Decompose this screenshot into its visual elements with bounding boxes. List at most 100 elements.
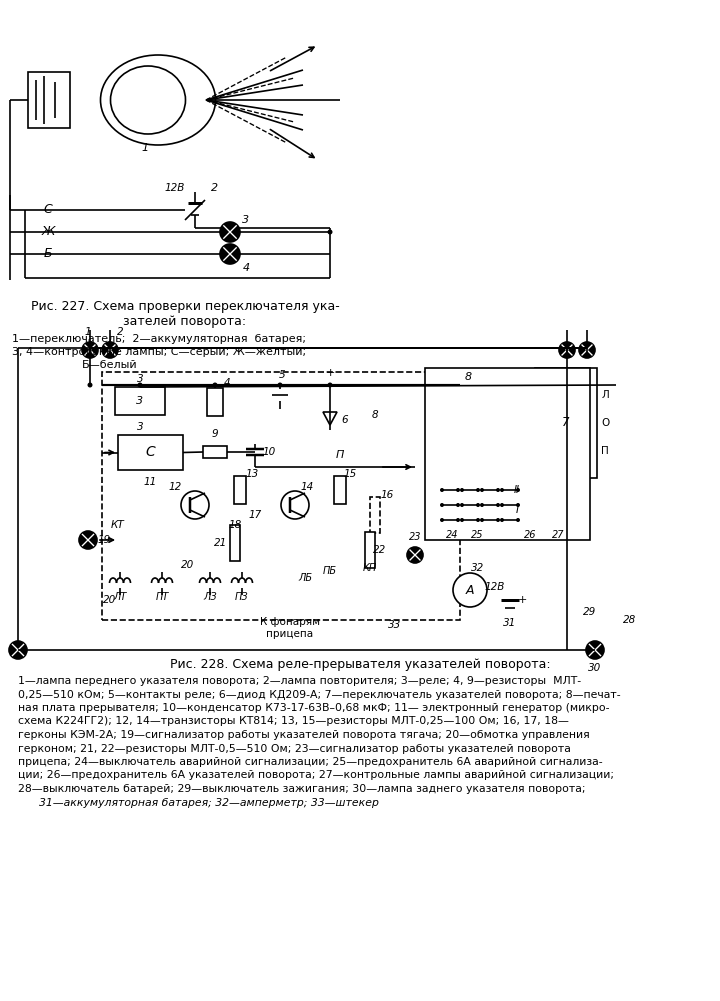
Text: 1—лампа переднего указателя поворота; 2—лампа повторителя; 3—реле; 4, 9—резистор: 1—лампа переднего указателя поворота; 2—…	[18, 676, 581, 686]
Ellipse shape	[110, 66, 186, 134]
Text: 4: 4	[243, 263, 250, 273]
Bar	[425, 368, 590, 540]
Circle shape	[456, 503, 460, 507]
Circle shape	[456, 518, 460, 522]
Circle shape	[496, 503, 500, 507]
Text: 31: 31	[503, 618, 517, 628]
Circle shape	[460, 518, 464, 522]
Bar	[370, 497, 380, 533]
Text: 28: 28	[624, 615, 636, 625]
Text: ЛЗ: ЛЗ	[203, 592, 217, 602]
Text: КП: КП	[363, 563, 377, 573]
Text: 4: 4	[224, 378, 230, 388]
Text: Ж: Ж	[41, 225, 55, 238]
Text: 15: 15	[343, 469, 356, 479]
Circle shape	[496, 488, 500, 492]
Ellipse shape	[101, 55, 215, 145]
Circle shape	[516, 503, 520, 507]
Bar	[118, 435, 183, 470]
Circle shape	[181, 491, 209, 519]
Text: 9: 9	[212, 429, 218, 439]
Text: 19: 19	[97, 535, 111, 545]
Circle shape	[79, 531, 97, 549]
Text: 31—аккумуляторная батарея; 32—амперметр; 33—штекер: 31—аккумуляторная батарея; 32—амперметр;…	[18, 798, 379, 808]
Circle shape	[88, 382, 92, 387]
Text: Л: Л	[601, 390, 609, 400]
Text: ПБ: ПБ	[323, 566, 337, 576]
Text: 8: 8	[464, 372, 472, 382]
Text: 26: 26	[523, 530, 536, 540]
Text: ПТ: ПТ	[156, 592, 168, 602]
Bar	[234, 476, 246, 504]
Text: прицепа: прицепа	[266, 629, 314, 639]
Circle shape	[586, 641, 604, 659]
Bar	[334, 476, 346, 504]
Circle shape	[138, 382, 143, 387]
Circle shape	[220, 244, 240, 264]
Text: 12В: 12В	[165, 183, 185, 193]
Text: 24: 24	[446, 530, 458, 540]
Bar	[535, 368, 597, 478]
Text: 1: 1	[85, 327, 91, 337]
Text: 3, 4—контрольные лампы; С—серый; Ж—желтый;: 3, 4—контрольные лампы; С—серый; Ж—желты…	[12, 347, 306, 357]
Text: Рис. 227. Схема проверки переключателя ука-: Рис. 227. Схема проверки переключателя у…	[31, 300, 339, 313]
Text: 21: 21	[215, 538, 228, 548]
Circle shape	[9, 641, 27, 659]
Circle shape	[82, 342, 98, 358]
Circle shape	[496, 518, 500, 522]
Circle shape	[440, 503, 444, 507]
Text: 0,25—510 кОм; 5—контакты реле; 6—диод КД209-А; 7—переключатель указателей поворо: 0,25—510 кОм; 5—контакты реле; 6—диод КД…	[18, 690, 621, 700]
Circle shape	[480, 518, 484, 522]
Circle shape	[277, 382, 282, 387]
Circle shape	[579, 342, 595, 358]
Circle shape	[328, 229, 333, 234]
Text: ная плата прерывателя; 10—конденсатор К73-17-63В–0,68 мкФ; 11— электронный генер: ная плата прерывателя; 10—конденсатор К7…	[18, 703, 610, 713]
Circle shape	[559, 342, 575, 358]
Circle shape	[476, 488, 480, 492]
Text: 8: 8	[372, 410, 378, 420]
Text: С: С	[44, 203, 53, 216]
Text: II: II	[514, 485, 520, 495]
Text: 20: 20	[104, 595, 117, 605]
Circle shape	[500, 503, 504, 507]
Circle shape	[220, 222, 240, 242]
Text: 1: 1	[141, 143, 148, 153]
Text: 14: 14	[300, 482, 314, 492]
Text: 13: 13	[246, 469, 258, 479]
Text: С: С	[145, 445, 156, 459]
Text: 6: 6	[342, 415, 348, 425]
Text: 12В: 12В	[485, 582, 505, 592]
Text: 3: 3	[137, 422, 143, 432]
Text: 17: 17	[248, 510, 261, 520]
Circle shape	[281, 491, 309, 519]
Circle shape	[480, 488, 484, 492]
Text: прицепа; 24—выключатель аварийной сигнализации; 25—предохранитель 6А аварийной с: прицепа; 24—выключатель аварийной сигнал…	[18, 757, 603, 767]
Text: 3: 3	[243, 215, 250, 225]
Circle shape	[212, 382, 217, 387]
Text: Б: Б	[44, 247, 53, 260]
Text: 2: 2	[212, 183, 219, 193]
Text: герконы КЭМ-2А; 19—сигнализатор работы указателей поворота тягача; 20—обмотка уп: герконы КЭМ-2А; 19—сигнализатор работы у…	[18, 730, 590, 740]
Text: ции; 26—предохранитель 6А указателей поворота; 27—контрольные лампы аварийной си: ции; 26—предохранитель 6А указателей пов…	[18, 771, 614, 781]
Text: О: О	[601, 418, 609, 428]
Text: ЛБ: ЛБ	[298, 573, 312, 583]
Text: 7: 7	[562, 416, 570, 429]
Text: Рис. 228. Схема реле-прерывателя указателей поворота:: Рис. 228. Схема реле-прерывателя указате…	[170, 658, 550, 671]
Circle shape	[440, 488, 444, 492]
Text: 1—переключатель;  2—аккумуляторная  батарея;: 1—переключатель; 2—аккумуляторная батаре…	[12, 334, 306, 344]
Text: 10: 10	[262, 447, 276, 457]
Polygon shape	[323, 412, 337, 425]
Bar	[115, 387, 165, 415]
Circle shape	[516, 488, 520, 492]
Text: 25: 25	[471, 530, 483, 540]
Text: П: П	[601, 445, 609, 455]
Text: А: А	[466, 584, 474, 597]
Text: I: I	[516, 505, 518, 515]
Text: 32: 32	[472, 563, 485, 573]
Circle shape	[480, 503, 484, 507]
Bar	[207, 388, 223, 416]
Text: П: П	[336, 450, 344, 460]
Text: ПЗ: ПЗ	[235, 592, 249, 602]
Text: 11: 11	[144, 477, 157, 487]
Text: 5: 5	[279, 370, 285, 380]
